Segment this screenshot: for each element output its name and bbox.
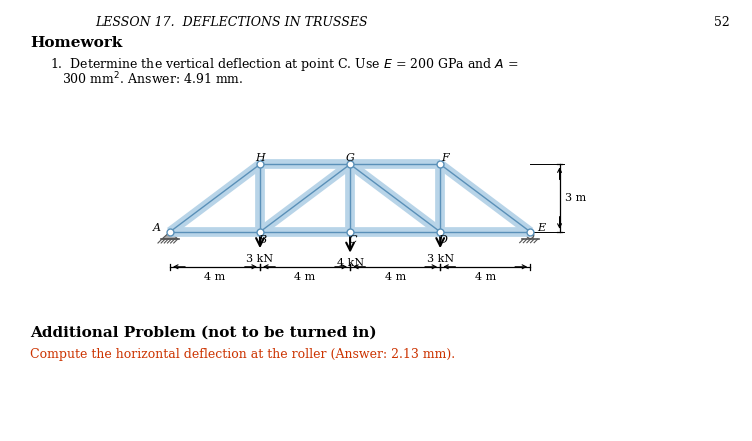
Text: Homework: Homework	[30, 36, 123, 50]
Text: 4 m: 4 m	[475, 272, 496, 282]
Text: LESSON 17.  DEFLECTIONS IN TRUSSES: LESSON 17. DEFLECTIONS IN TRUSSES	[95, 16, 368, 29]
Text: Compute the horizontal deflection at the roller (Answer: 2.13 mm).: Compute the horizontal deflection at the…	[30, 348, 455, 361]
Text: E: E	[538, 224, 546, 233]
Text: D: D	[438, 235, 447, 245]
Text: 4 m: 4 m	[295, 272, 316, 282]
Text: 3 kN: 3 kN	[247, 254, 274, 264]
Text: C: C	[348, 235, 356, 245]
Text: 300 mm$^2$. Answer: 4.91 mm.: 300 mm$^2$. Answer: 4.91 mm.	[62, 71, 244, 88]
Text: F: F	[441, 153, 449, 163]
Text: 3 kN: 3 kN	[426, 254, 453, 264]
Text: H: H	[255, 153, 265, 163]
Text: 4 kN: 4 kN	[337, 258, 364, 268]
Text: Additional Problem (not to be turned in): Additional Problem (not to be turned in)	[30, 326, 377, 340]
Text: 3 m: 3 m	[566, 193, 587, 203]
Text: 4 m: 4 m	[205, 272, 226, 282]
Text: 52: 52	[714, 16, 730, 29]
Text: 4 m: 4 m	[384, 272, 406, 282]
Text: 1.  Determine the vertical deflection at point C. Use $E$ = 200 GPa and $A$ =: 1. Determine the vertical deflection at …	[50, 56, 518, 73]
Circle shape	[527, 232, 534, 239]
Polygon shape	[162, 232, 177, 239]
Text: G: G	[346, 153, 354, 163]
Text: B: B	[258, 235, 266, 245]
Text: A: A	[153, 224, 160, 233]
